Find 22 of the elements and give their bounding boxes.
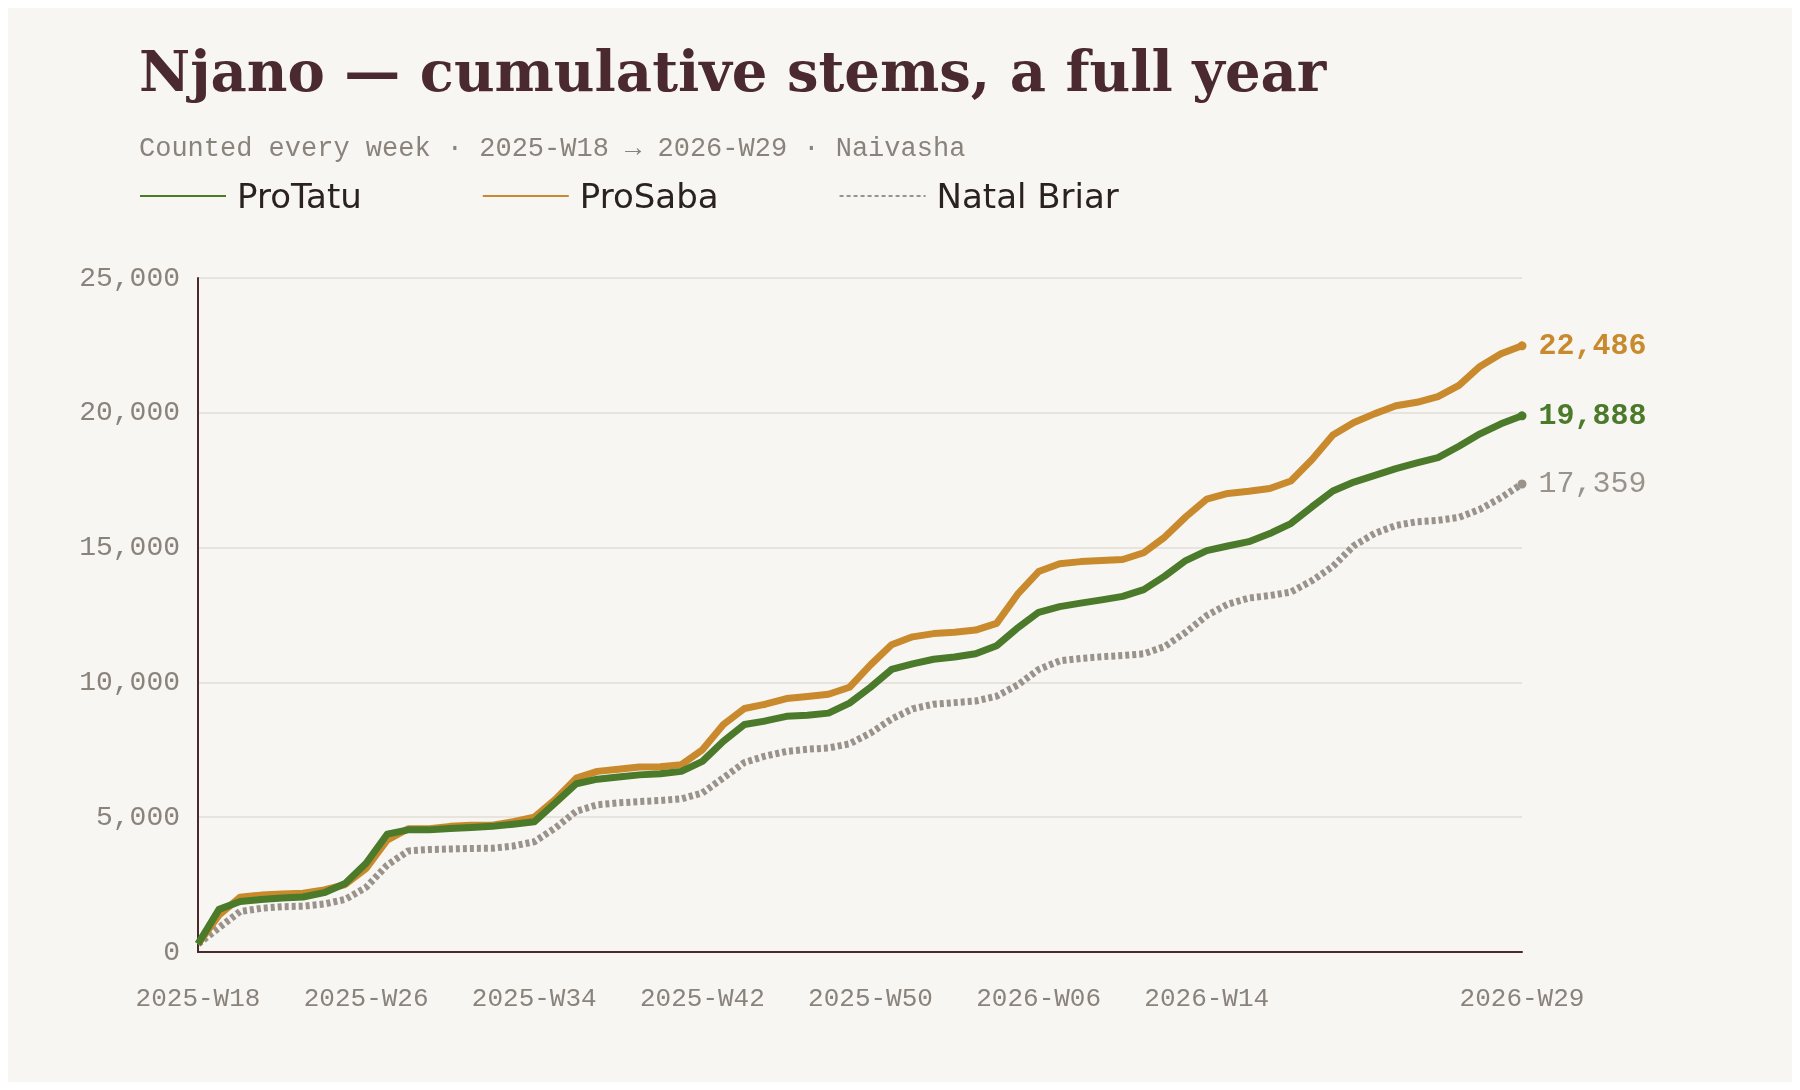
x-tick-label: 2026-W06 <box>976 984 1102 1014</box>
x-tick-label: 2025-W42 <box>639 984 765 1014</box>
y-tick-label: 15,000 <box>79 532 180 564</box>
y-tick-label: 10,000 <box>79 666 180 698</box>
x-tick-label: 2025-W18 <box>135 984 261 1014</box>
y-tick-label: 20,000 <box>79 397 180 429</box>
y-tick-label: 25,000 <box>79 262 180 294</box>
chart-subtitle: Counted every week · 2025-W18 → 2026-W29 · Naivasha <box>139 133 966 164</box>
data-label: 22,486 <box>1538 328 1647 363</box>
y-tick-label: 0 <box>163 936 180 968</box>
x-tick-label: 2026-W14 <box>1144 984 1270 1014</box>
x-tick-label: 2025-W34 <box>471 984 597 1014</box>
x-tick-label: 2025-W50 <box>808 984 933 1014</box>
legend-label: ProSaba <box>579 176 719 216</box>
y-tick-label: 5,000 <box>95 801 180 833</box>
x-tick-label: 2026-W29 <box>1459 984 1585 1014</box>
legend-label: Natal Briar <box>936 176 1119 216</box>
data-label: 17,359 <box>1538 467 1647 501</box>
legend-label: ProTatu <box>237 176 362 216</box>
data-label: 19,888 <box>1538 398 1647 433</box>
x-tick-label: 2025-W26 <box>303 984 429 1014</box>
chart-title: Njano — cumulative stems, a full year <box>139 38 1328 104</box>
